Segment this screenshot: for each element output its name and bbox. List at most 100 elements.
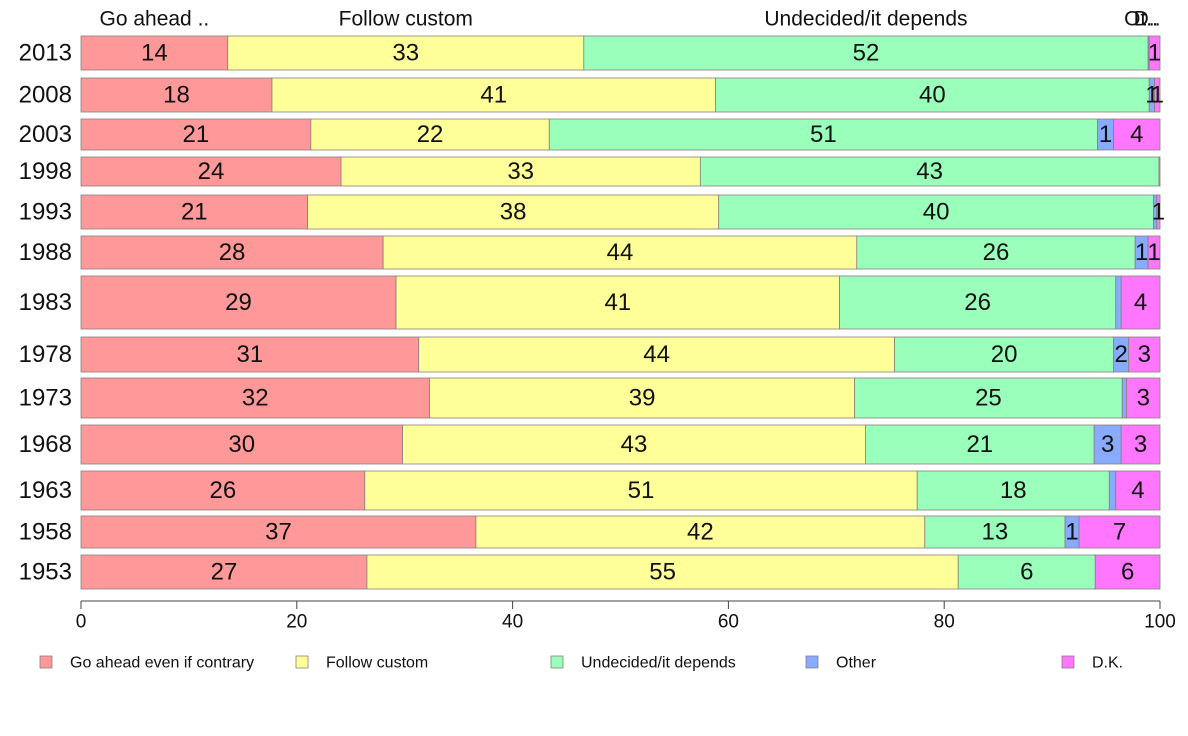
data-label: 3	[1137, 385, 1150, 412]
data-label: 26	[210, 477, 237, 504]
bar-segment	[1156, 194, 1161, 230]
data-label: 1	[1151, 82, 1164, 109]
bar-segment	[1115, 470, 1161, 511]
legend-swatch	[805, 655, 819, 669]
bar-segment	[583, 35, 1149, 71]
data-label: 3	[1101, 431, 1114, 458]
data-label: 1	[1148, 40, 1161, 67]
category-label: 1973	[19, 385, 72, 412]
bar-segment	[366, 554, 959, 590]
x-axis: 0 20 40 60 80 100	[76, 600, 1176, 633]
category-label: 2013	[19, 40, 72, 67]
x-tick-label: 60	[718, 612, 739, 633]
category-label: 1998	[19, 158, 72, 185]
data-label: 43	[916, 158, 943, 185]
category-label: 1978	[19, 341, 72, 368]
bar-segment	[80, 377, 430, 419]
bar-segment	[1148, 35, 1161, 71]
data-label: 21	[183, 121, 210, 148]
data-label: 37	[265, 519, 292, 546]
bar-segment	[1121, 377, 1127, 419]
bar-segment	[1154, 77, 1161, 113]
bar-segment	[715, 77, 1150, 113]
legend-swatch	[39, 655, 53, 669]
data-label: 41	[604, 289, 631, 316]
bar-segment	[475, 515, 926, 549]
legend-entry: D.K.	[1092, 655, 1123, 672]
x-tick-label: 100	[1144, 612, 1176, 633]
data-label: 3	[1134, 431, 1147, 458]
legend-entry: Go ahead even if contrary	[70, 655, 254, 672]
bar-segment	[227, 35, 585, 71]
bar-segment	[1113, 118, 1161, 151]
data-label: 51	[628, 477, 655, 504]
bar-segment	[80, 156, 342, 187]
bar-segment	[1158, 156, 1161, 187]
data-label: 29	[225, 289, 252, 316]
bar-segment	[1094, 554, 1161, 590]
bar-segment	[80, 77, 273, 113]
bar-segment	[80, 515, 477, 549]
bar-segment	[80, 424, 403, 465]
bar-segment	[1120, 424, 1161, 465]
column-header: Undecided/it depends	[764, 8, 967, 31]
x-tick-label: 20	[286, 612, 307, 633]
data-label: 18	[1000, 477, 1027, 504]
bar-segment	[340, 156, 701, 187]
category-label: 2008	[19, 82, 72, 109]
data-label: 42	[687, 519, 714, 546]
legend-swatch	[550, 655, 564, 669]
data-label: 24	[198, 158, 225, 185]
bar-segment	[916, 470, 1110, 511]
bar-segment	[310, 118, 550, 151]
bar-segment	[307, 194, 720, 230]
legend-entry: Other	[836, 655, 877, 672]
data-label: 55	[649, 559, 676, 586]
year-labels: 2013 2008 2003 1998 1993 1988 1983 1978 1973 1968…	[19, 40, 72, 586]
bar-segment	[1128, 336, 1161, 373]
data-label: 44	[607, 239, 634, 266]
bar-segment	[856, 235, 1136, 270]
bar-segment	[854, 377, 1123, 419]
bar-segment	[718, 194, 1154, 230]
x-tick-label: 40	[502, 612, 523, 633]
bar-segment	[80, 35, 229, 71]
bar-segment	[80, 470, 366, 511]
legend: Go ahead even if contrary Follow custom Un…	[39, 655, 1123, 672]
category-label: 1963	[19, 477, 72, 504]
data-label: 7	[1113, 519, 1126, 546]
data-label: 6	[1121, 559, 1134, 586]
column-header: Ot..	[1124, 8, 1158, 31]
data-label: 33	[392, 40, 419, 67]
data-label: 33	[507, 158, 534, 185]
data-label: 51	[810, 121, 837, 148]
bar-segment	[1147, 235, 1161, 270]
bar-segment	[80, 554, 368, 590]
category-label: 1958	[19, 519, 72, 546]
data-label: 30	[228, 431, 255, 458]
data-label: 4	[1134, 289, 1147, 316]
bar-segment	[894, 336, 1115, 373]
data-label: 3	[1138, 341, 1151, 368]
data-label: 41	[480, 82, 507, 109]
data-label: 52	[853, 40, 880, 67]
bar-segment	[1120, 275, 1161, 330]
data-label: 4	[1130, 121, 1143, 148]
x-tick-label: 80	[934, 612, 955, 633]
data-label: 1	[1099, 121, 1112, 148]
category-label: 1953	[19, 559, 72, 586]
bar-segment	[1115, 275, 1122, 330]
category-label: 1988	[19, 239, 72, 266]
bar-segment	[364, 470, 918, 511]
bar-segment	[548, 118, 1098, 151]
data-label: 39	[629, 385, 656, 412]
category-label: 1993	[19, 199, 72, 226]
data-label: 22	[417, 121, 444, 148]
data-label: 43	[621, 431, 648, 458]
column-header: Follow custom	[339, 8, 473, 31]
legend-swatch	[295, 655, 309, 669]
data-label: 27	[211, 559, 238, 586]
bar-segment	[924, 515, 1066, 549]
